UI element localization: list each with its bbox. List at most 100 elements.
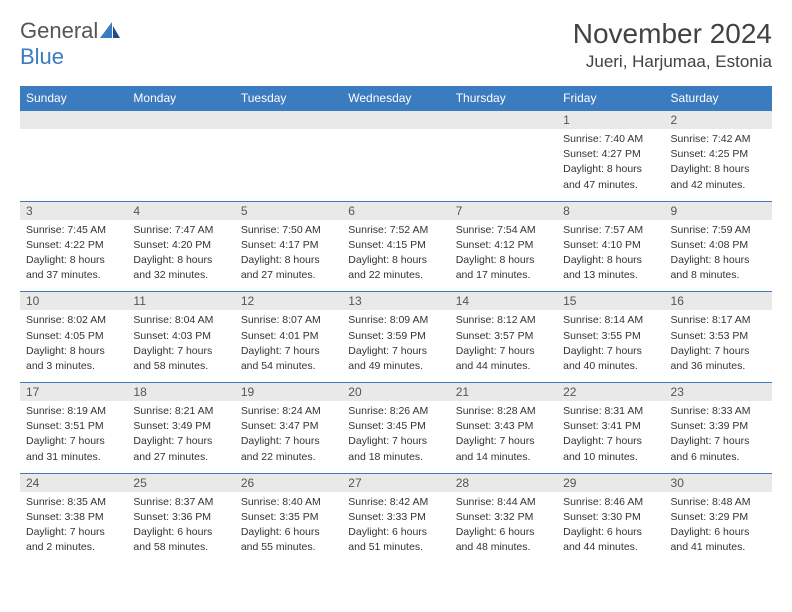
day-number: 10 [20, 292, 127, 310]
day-line: Sunrise: 7:54 AM [456, 223, 551, 237]
calendar-cell [127, 111, 234, 202]
day-line: Daylight: 7 hours [563, 434, 658, 448]
day-line: Sunset: 4:05 PM [26, 329, 121, 343]
day-line: Daylight: 8 hours [563, 162, 658, 176]
day-text: Sunrise: 7:52 AMSunset: 4:15 PMDaylight:… [342, 220, 449, 292]
calendar-cell [20, 111, 127, 202]
day-number [450, 111, 557, 129]
day-line: Daylight: 7 hours [241, 434, 336, 448]
day-text [235, 129, 342, 184]
day-line: Sunset: 3:59 PM [348, 329, 443, 343]
day-line: Sunrise: 8:14 AM [563, 313, 658, 327]
day-line: Sunset: 4:17 PM [241, 238, 336, 252]
day-line: Sunset: 3:51 PM [26, 419, 121, 433]
day-text: Sunrise: 8:21 AMSunset: 3:49 PMDaylight:… [127, 401, 234, 473]
day-line: and 44 minutes. [563, 540, 658, 554]
calendar-row: 3Sunrise: 7:45 AMSunset: 4:22 PMDaylight… [20, 201, 772, 292]
day-text: Sunrise: 8:02 AMSunset: 4:05 PMDaylight:… [20, 310, 127, 382]
calendar-cell: 26Sunrise: 8:40 AMSunset: 3:35 PMDayligh… [235, 473, 342, 563]
day-line: Sunset: 3:29 PM [671, 510, 766, 524]
day-text: Sunrise: 8:42 AMSunset: 3:33 PMDaylight:… [342, 492, 449, 564]
day-text: Sunrise: 8:07 AMSunset: 4:01 PMDaylight:… [235, 310, 342, 382]
page-title: November 2024 [573, 18, 772, 50]
day-text: Sunrise: 8:26 AMSunset: 3:45 PMDaylight:… [342, 401, 449, 473]
day-number: 23 [665, 383, 772, 401]
day-line: Daylight: 6 hours [348, 525, 443, 539]
day-line: Daylight: 6 hours [563, 525, 658, 539]
day-line: and 32 minutes. [133, 268, 228, 282]
day-line: Sunrise: 7:57 AM [563, 223, 658, 237]
day-line: Sunrise: 8:24 AM [241, 404, 336, 418]
day-text [127, 129, 234, 184]
day-number: 26 [235, 474, 342, 492]
day-number: 16 [665, 292, 772, 310]
calendar-cell: 14Sunrise: 8:12 AMSunset: 3:57 PMDayligh… [450, 292, 557, 383]
calendar-cell: 5Sunrise: 7:50 AMSunset: 4:17 PMDaylight… [235, 201, 342, 292]
day-line: and 10 minutes. [563, 450, 658, 464]
day-number: 19 [235, 383, 342, 401]
day-number: 20 [342, 383, 449, 401]
day-line: and 13 minutes. [563, 268, 658, 282]
day-line: Sunrise: 7:40 AM [563, 132, 658, 146]
calendar-cell [450, 111, 557, 202]
day-text: Sunrise: 7:57 AMSunset: 4:10 PMDaylight:… [557, 220, 664, 292]
day-line: and 41 minutes. [671, 540, 766, 554]
day-number: 18 [127, 383, 234, 401]
day-line: Daylight: 7 hours [133, 434, 228, 448]
day-line: Sunset: 3:35 PM [241, 510, 336, 524]
day-number: 3 [20, 202, 127, 220]
calendar-cell: 11Sunrise: 8:04 AMSunset: 4:03 PMDayligh… [127, 292, 234, 383]
day-line: Sunset: 3:57 PM [456, 329, 551, 343]
day-line: Sunset: 4:08 PM [671, 238, 766, 252]
day-line: and 22 minutes. [348, 268, 443, 282]
day-line: and 6 minutes. [671, 450, 766, 464]
calendar-row: 10Sunrise: 8:02 AMSunset: 4:05 PMDayligh… [20, 292, 772, 383]
calendar-cell: 1Sunrise: 7:40 AMSunset: 4:27 PMDaylight… [557, 111, 664, 202]
day-line: and 49 minutes. [348, 359, 443, 373]
calendar-table: SundayMondayTuesdayWednesdayThursdayFrid… [20, 86, 772, 563]
day-line: Sunrise: 8:12 AM [456, 313, 551, 327]
day-text [20, 129, 127, 184]
day-line: Sunset: 4:15 PM [348, 238, 443, 252]
day-line: Sunset: 3:41 PM [563, 419, 658, 433]
day-number: 28 [450, 474, 557, 492]
day-line: and 58 minutes. [133, 359, 228, 373]
day-line: Sunset: 4:12 PM [456, 238, 551, 252]
day-number: 15 [557, 292, 664, 310]
day-line: Daylight: 7 hours [563, 344, 658, 358]
day-number [127, 111, 234, 129]
day-line: Sunset: 3:53 PM [671, 329, 766, 343]
day-line: Daylight: 6 hours [133, 525, 228, 539]
weekday-header: Wednesday [342, 86, 449, 111]
day-line: Sunrise: 8:33 AM [671, 404, 766, 418]
day-text: Sunrise: 8:12 AMSunset: 3:57 PMDaylight:… [450, 310, 557, 382]
day-line: and 2 minutes. [26, 540, 121, 554]
day-line: and 27 minutes. [133, 450, 228, 464]
calendar-row: 17Sunrise: 8:19 AMSunset: 3:51 PMDayligh… [20, 383, 772, 474]
day-number: 14 [450, 292, 557, 310]
day-text: Sunrise: 8:28 AMSunset: 3:43 PMDaylight:… [450, 401, 557, 473]
calendar-row: 24Sunrise: 8:35 AMSunset: 3:38 PMDayligh… [20, 473, 772, 563]
day-line: Sunrise: 8:04 AM [133, 313, 228, 327]
day-line: and 18 minutes. [348, 450, 443, 464]
day-number: 2 [665, 111, 772, 129]
day-line: Sunset: 3:33 PM [348, 510, 443, 524]
day-line: and 37 minutes. [26, 268, 121, 282]
day-line: Sunrise: 8:09 AM [348, 313, 443, 327]
day-line: Sunset: 3:30 PM [563, 510, 658, 524]
day-line: Sunset: 4:22 PM [26, 238, 121, 252]
day-text: Sunrise: 8:19 AMSunset: 3:51 PMDaylight:… [20, 401, 127, 473]
location: Jueri, Harjumaa, Estonia [573, 52, 772, 72]
day-line: and 31 minutes. [26, 450, 121, 464]
day-line: Sunset: 3:38 PM [26, 510, 121, 524]
day-line: Sunset: 3:43 PM [456, 419, 551, 433]
day-line: and 48 minutes. [456, 540, 551, 554]
day-text [342, 129, 449, 184]
calendar-cell: 2Sunrise: 7:42 AMSunset: 4:25 PMDaylight… [665, 111, 772, 202]
day-line: Daylight: 6 hours [671, 525, 766, 539]
day-number: 24 [20, 474, 127, 492]
calendar-cell: 8Sunrise: 7:57 AMSunset: 4:10 PMDaylight… [557, 201, 664, 292]
day-text: Sunrise: 8:44 AMSunset: 3:32 PMDaylight:… [450, 492, 557, 564]
day-line: Daylight: 7 hours [26, 525, 121, 539]
day-line: Sunset: 3:32 PM [456, 510, 551, 524]
